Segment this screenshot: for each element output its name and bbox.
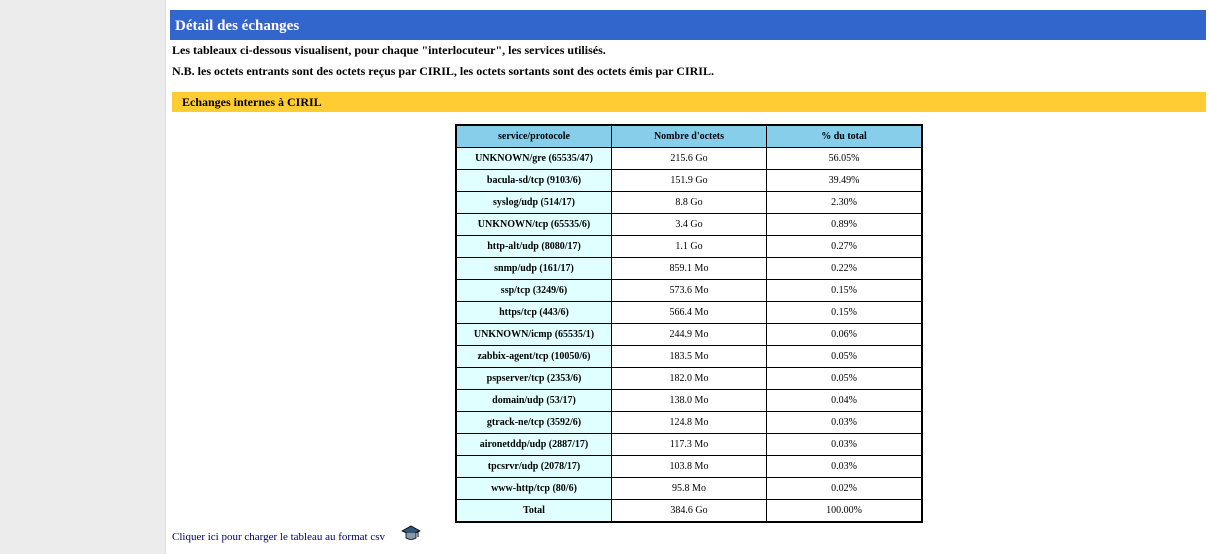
table-cell: UNKNOWN/gre (65535/47) bbox=[455, 147, 612, 170]
table-row: zabbix-agent/tcp (10050/6) 183.5 Mo 0.05% bbox=[455, 345, 923, 368]
table-cell: 0.04% bbox=[766, 389, 923, 412]
table-cell: aironetddp/udp (2887/17) bbox=[455, 433, 612, 456]
table-cell: 0.89% bbox=[766, 213, 923, 236]
table-cell: 0.22% bbox=[766, 257, 923, 280]
table-cell: 182.0 Mo bbox=[611, 367, 767, 390]
table-row: pspserver/tcp (2353/6) 182.0 Mo 0.05% bbox=[455, 367, 923, 390]
table-cell: 566.4 Mo bbox=[611, 301, 767, 324]
table-row: Total 384.6 Go 100.00% bbox=[455, 499, 923, 523]
column-header: Nombre d'octets bbox=[611, 124, 767, 148]
table-cell: 56.05% bbox=[766, 147, 923, 170]
table-cell: 0.03% bbox=[766, 455, 923, 478]
column-header: % du total bbox=[766, 124, 923, 148]
table-cell: http-alt/udp (8080/17) bbox=[455, 235, 612, 258]
table-cell: domain/udp (53/17) bbox=[455, 389, 612, 412]
table-cell: 0.15% bbox=[766, 301, 923, 324]
table-row: domain/udp (53/17) 138.0 Mo 0.04% bbox=[455, 389, 923, 412]
table-row: ssp/tcp (3249/6) 573.6 Mo 0.15% bbox=[455, 279, 923, 302]
table-cell: Total bbox=[455, 499, 612, 523]
table-cell: 0.02% bbox=[766, 477, 923, 500]
column-header: service/protocole bbox=[455, 124, 612, 148]
table-cell: syslog/udp (514/17) bbox=[455, 191, 612, 214]
section-title: Echanges internes à CIRIL bbox=[172, 92, 1206, 112]
table-row: syslog/udp (514/17) 8.8 Go 2.30% bbox=[455, 191, 923, 214]
intro-line: N.B. les octets entrants sont des octets… bbox=[172, 64, 714, 78]
table-row: http-alt/udp (8080/17) 1.1 Go 0.27% bbox=[455, 235, 923, 258]
table-cell: 2.30% bbox=[766, 191, 923, 214]
table-row: www-http/tcp (80/6) 95.8 Mo 0.02% bbox=[455, 477, 923, 500]
csv-icon[interactable] bbox=[401, 524, 421, 542]
table-cell: tpcsrvr/udp (2078/17) bbox=[455, 455, 612, 478]
table-cell: 0.15% bbox=[766, 279, 923, 302]
table-cell: 215.6 Go bbox=[611, 147, 767, 170]
table-cell: 0.03% bbox=[766, 411, 923, 434]
table-cell: snmp/udp (161/17) bbox=[455, 257, 612, 280]
table-row: bacula-sd/tcp (9103/6) 151.9 Go 39.49% bbox=[455, 169, 923, 192]
table-cell: 95.8 Mo bbox=[611, 477, 767, 500]
table-cell: bacula-sd/tcp (9103/6) bbox=[455, 169, 612, 192]
table-cell: gtrack-ne/tcp (3592/6) bbox=[455, 411, 612, 434]
table-cell: https/tcp (443/6) bbox=[455, 301, 612, 324]
table-cell: 39.49% bbox=[766, 169, 923, 192]
header-title: Détail des échanges bbox=[170, 10, 1206, 40]
table-cell: 0.06% bbox=[766, 323, 923, 346]
table-row: UNKNOWN/tcp (65535/6) 3.4 Go 0.89% bbox=[455, 213, 923, 236]
sidebar bbox=[0, 0, 166, 554]
table-cell: 3.4 Go bbox=[611, 213, 767, 236]
table-cell: 1.1 Go bbox=[611, 235, 767, 258]
table-cell: zabbix-agent/tcp (10050/6) bbox=[455, 345, 612, 368]
table-cell: 100.00% bbox=[766, 499, 923, 523]
table-row: UNKNOWN/icmp (65535/1) 244.9 Mo 0.06% bbox=[455, 323, 923, 346]
table-row: aironetddp/udp (2887/17) 117.3 Mo 0.03% bbox=[455, 433, 923, 456]
table-cell: 138.0 Mo bbox=[611, 389, 767, 412]
table-cell: UNKNOWN/icmp (65535/1) bbox=[455, 323, 612, 346]
header-row: service/protocole Nombre d'octets% du tot… bbox=[455, 124, 923, 148]
table-cell: 0.05% bbox=[766, 345, 923, 368]
table-cell: ssp/tcp (3249/6) bbox=[455, 279, 612, 302]
table-cell: 103.8 Mo bbox=[611, 455, 767, 478]
data-table: service/protocole Nombre d'octets% du tot… bbox=[455, 124, 923, 523]
table-row: snmp/udp (161/17) 859.1 Mo 0.22% bbox=[455, 257, 923, 280]
table-row: https/tcp (443/6) 566.4 Mo 0.15% bbox=[455, 301, 923, 324]
table-cell: 183.5 Mo bbox=[611, 345, 767, 368]
table-cell: 859.1 Mo bbox=[611, 257, 767, 280]
table-cell: 117.3 Mo bbox=[611, 433, 767, 456]
table-cell: 8.8 Go bbox=[611, 191, 767, 214]
table-cell: 0.05% bbox=[766, 367, 923, 390]
table-row: UNKNOWN/gre (65535/47) 215.6 Go 56.05% bbox=[455, 147, 923, 170]
intro-line: Les tableaux ci-dessous visualisent, pou… bbox=[172, 43, 606, 57]
table-cell: UNKNOWN/tcp (65535/6) bbox=[455, 213, 612, 236]
table-row: tpcsrvr/udp (2078/17) 103.8 Mo 0.03% bbox=[455, 455, 923, 478]
table-cell: 0.27% bbox=[766, 235, 923, 258]
table-cell: www-http/tcp (80/6) bbox=[455, 477, 612, 500]
table-cell: 124.8 Mo bbox=[611, 411, 767, 434]
table-cell: 384.6 Go bbox=[611, 499, 767, 523]
table-row: gtrack-ne/tcp (3592/6) 124.8 Mo 0.03% bbox=[455, 411, 923, 434]
table-cell: 151.9 Go bbox=[611, 169, 767, 192]
csv-link[interactable]: Cliquer ici pour charger le tableau au f… bbox=[172, 531, 385, 543]
table-cell: 244.9 Mo bbox=[611, 323, 767, 346]
table-cell: 0.03% bbox=[766, 433, 923, 456]
table-cell: 573.6 Mo bbox=[611, 279, 767, 302]
table-cell: pspserver/tcp (2353/6) bbox=[455, 367, 612, 390]
